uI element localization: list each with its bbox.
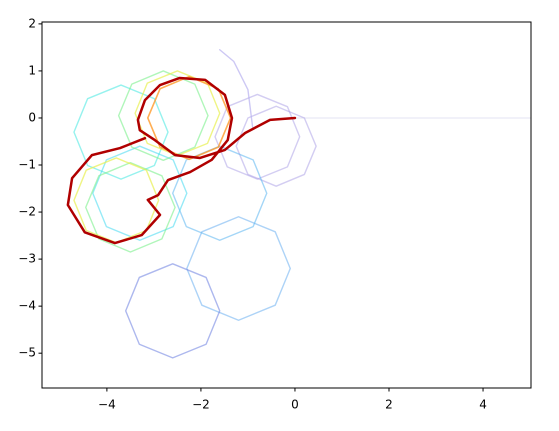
y-tick-label: −5 (18, 346, 36, 360)
line (146, 75, 232, 161)
y-tick-label: −1 (18, 158, 36, 172)
axes-frame (41, 21, 532, 389)
y-tick-label: −4 (18, 299, 36, 313)
y-tick-label: −2 (18, 205, 36, 219)
x-tick-label: −2 (192, 398, 210, 412)
line (85, 161, 176, 253)
y-tick-label: 1 (28, 63, 36, 77)
line (73, 157, 160, 244)
line (92, 145, 188, 241)
y-tick-label: −3 (18, 252, 36, 266)
y-tick-label: 0 (28, 110, 36, 124)
y-tick-label: 2 (28, 16, 36, 30)
line (66, 76, 297, 245)
line (235, 105, 317, 187)
x-tick-label: 0 (291, 398, 299, 412)
x-tick-label: 4 (479, 398, 487, 412)
line (124, 263, 221, 359)
line (117, 70, 209, 162)
line (214, 93, 301, 180)
x-tick-label: 2 (385, 398, 393, 412)
line (172, 145, 268, 241)
line (219, 49, 254, 129)
line (186, 216, 291, 321)
x-tick-label: −4 (98, 398, 116, 412)
